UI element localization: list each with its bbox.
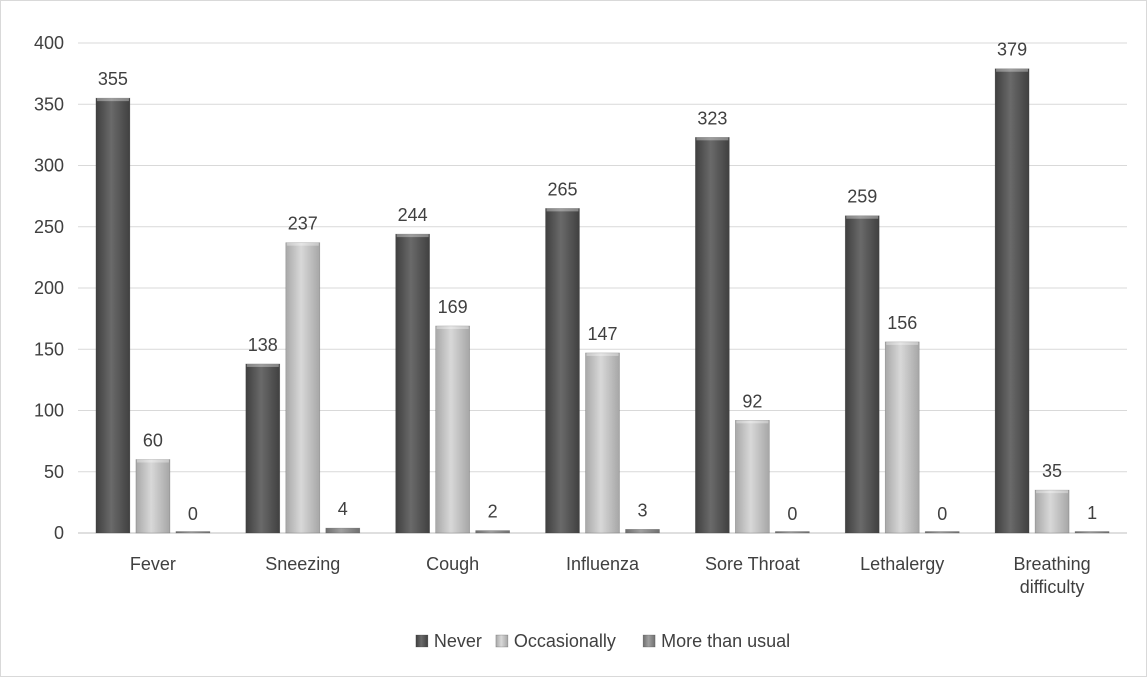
legend-swatch — [415, 634, 429, 648]
bar-more-than-usual — [924, 531, 960, 534]
data-label: 4 — [338, 499, 348, 519]
bar-never — [395, 233, 430, 534]
bar-highlight — [736, 420, 769, 424]
data-label: 147 — [587, 324, 617, 344]
data-label: 237 — [288, 214, 318, 234]
x-axis-categories: Fever Sneezing Cough Influenza Sore Throat Le… — [130, 554, 1091, 597]
data-label: 92 — [742, 391, 762, 411]
data-label: 169 — [438, 297, 468, 317]
y-tick-label: 100 — [34, 401, 64, 421]
category-label: Fever — [130, 554, 176, 574]
bar-occasionally — [585, 352, 620, 534]
bar-occasionally — [135, 459, 171, 534]
data-label: 2 — [488, 502, 498, 522]
legend-swatch — [495, 634, 509, 648]
bar-occasionally — [1034, 489, 1070, 534]
data-label: 0 — [937, 504, 947, 524]
data-label: 259 — [847, 187, 877, 207]
bar-more-than-usual — [475, 530, 510, 534]
bar-highlight — [586, 352, 619, 356]
bar-never — [994, 68, 1030, 534]
bar-highlight — [886, 341, 919, 345]
bar-never — [245, 363, 281, 534]
bar-never — [695, 137, 730, 534]
y-tick-label: 400 — [34, 33, 64, 53]
bar-more-than-usual — [325, 527, 361, 534]
bar-more-than-usual — [625, 529, 660, 534]
category-label: Sneezing — [265, 554, 340, 574]
bar-more-than-usual — [1074, 531, 1110, 534]
bars — [95, 68, 1110, 534]
bar-never — [545, 208, 580, 534]
category-label: difficulty — [1020, 577, 1085, 597]
bar-highlight — [286, 242, 319, 246]
bar-highlight — [96, 98, 129, 102]
y-tick-label: 200 — [34, 278, 64, 298]
legend-label: Never — [434, 631, 482, 651]
y-tick-label: 0 — [54, 523, 64, 543]
bar-occasionally — [435, 325, 470, 534]
bar-highlight — [436, 325, 469, 329]
bar-highlight — [246, 363, 279, 367]
data-label: 265 — [547, 179, 577, 199]
category-label: Lethalergy — [860, 554, 944, 574]
y-tick-label: 300 — [34, 156, 64, 176]
bar-highlight — [696, 137, 729, 141]
bar-highlight — [1036, 490, 1069, 494]
data-label: 355 — [98, 69, 128, 89]
data-label: 156 — [887, 313, 917, 333]
bar-never — [95, 97, 131, 534]
bar-occasionally — [285, 242, 321, 534]
bar-more-than-usual — [775, 531, 810, 534]
y-tick-label: 250 — [34, 217, 64, 237]
category-label: Cough — [426, 554, 479, 574]
data-label: 379 — [997, 40, 1027, 60]
category-label: Influenza — [566, 554, 640, 574]
bar-occasionally — [884, 341, 920, 534]
data-label: 138 — [248, 335, 278, 355]
y-tick-label: 350 — [34, 94, 64, 114]
data-label: 0 — [188, 504, 198, 524]
bar-highlight — [136, 459, 169, 463]
bar-never — [844, 215, 880, 534]
bar-occasionally — [735, 419, 770, 534]
legend-swatch — [642, 634, 656, 648]
data-label: 3 — [637, 500, 647, 520]
data-labels: 355 60 0 138 237 4 244 169 2 265 147 3 323 92 0 259 156 0… — [98, 40, 1097, 524]
data-label: 35 — [1042, 461, 1062, 481]
category-label: Breathing — [1014, 554, 1091, 574]
category-label: Sore Throat — [705, 554, 800, 574]
data-label: 0 — [787, 504, 797, 524]
data-label: 244 — [398, 205, 428, 225]
legend-label: More than usual — [661, 631, 790, 651]
legend: Never Occasionally More than usual — [415, 631, 790, 651]
bar-highlight — [396, 234, 429, 238]
y-tick-label: 150 — [34, 339, 64, 359]
data-label: 1 — [1087, 503, 1097, 523]
data-label: 60 — [143, 431, 163, 451]
bar-highlight — [546, 208, 579, 212]
bar-highlight — [846, 215, 879, 219]
bar-highlight — [996, 68, 1029, 72]
legend-label: Occasionally — [514, 631, 616, 651]
y-axis-ticks: 0 50 100 150 200 250 300 350 400 — [34, 33, 64, 543]
y-tick-label: 50 — [44, 462, 64, 482]
data-label: 323 — [697, 108, 727, 128]
bar-more-than-usual — [175, 531, 211, 534]
